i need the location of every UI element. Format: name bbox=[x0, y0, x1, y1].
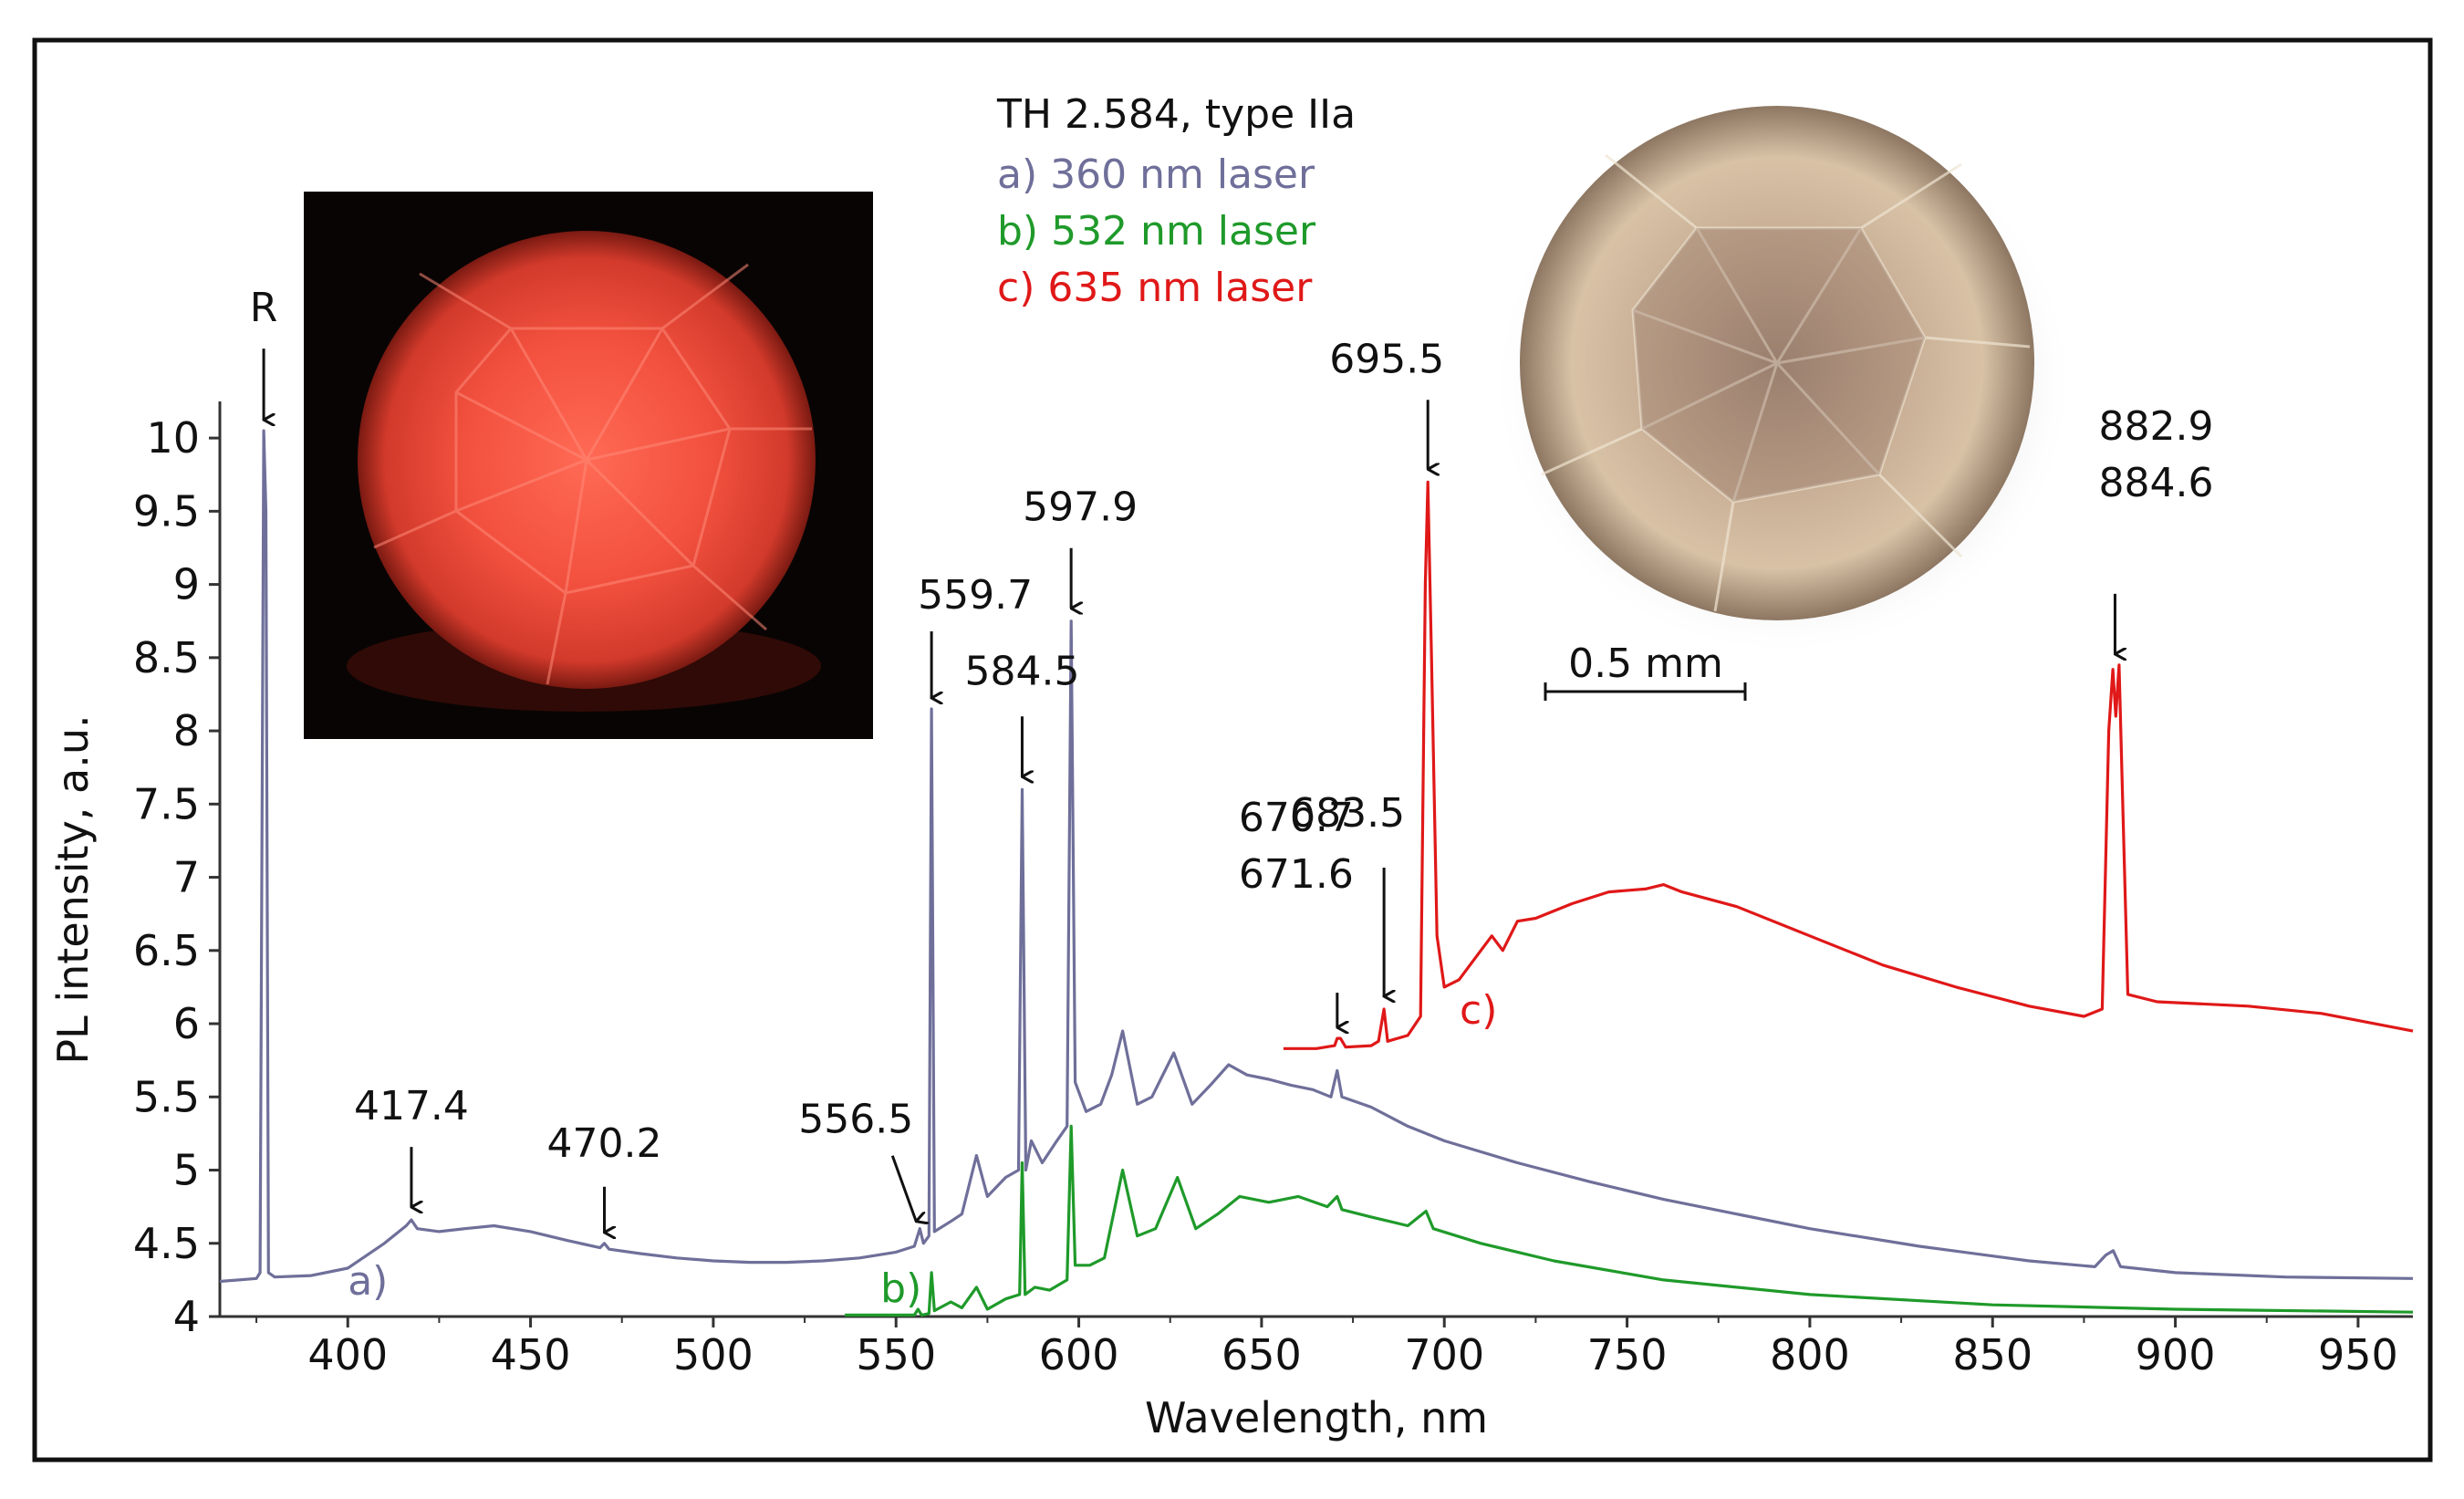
x-axis-label: Wavelength, nm bbox=[1145, 1393, 1488, 1442]
peak-annotation-670-7: 670.7 671.6 bbox=[1239, 795, 1354, 1027]
legend: TH 2.584, type IIa a) 360 nm laser b) 53… bbox=[996, 91, 1356, 311]
series-line-b bbox=[845, 1124, 2414, 1317]
x-tick-label: 500 bbox=[673, 1330, 754, 1379]
chart-title: TH 2.584, type IIa bbox=[996, 91, 1356, 138]
annotation-label: 470.2 bbox=[547, 1120, 662, 1167]
x-ticks: 400 450 500 550 600 650 700 750 800 850 900 950 bbox=[255, 1317, 2398, 1379]
peak-annotation-R: R bbox=[250, 285, 278, 420]
y-tick-label: 4.5 bbox=[133, 1219, 200, 1268]
x-tick-label: 600 bbox=[1039, 1330, 1119, 1379]
y-tick-label: 7.5 bbox=[133, 779, 200, 828]
y-tick-label: 5 bbox=[173, 1146, 200, 1195]
x-tick-label: 950 bbox=[2318, 1330, 2398, 1379]
annotation-label: 882.9 bbox=[2098, 403, 2213, 450]
annotation-label: 683.5 bbox=[1290, 790, 1405, 837]
peak-annotation-683-5: 683.5 bbox=[1290, 790, 1405, 996]
series-label-a: a) bbox=[348, 1258, 388, 1305]
annotation-label: 695.5 bbox=[1329, 336, 1444, 382]
peak-annotation-584-5: 584.5 bbox=[964, 648, 1079, 776]
y-tick-label: 8.5 bbox=[133, 633, 200, 682]
x-tick-label: 550 bbox=[856, 1330, 936, 1379]
series-line-a bbox=[219, 429, 2414, 1284]
y-tick-label: 7 bbox=[173, 853, 200, 902]
peak-annotation-417-4: 417.4 bbox=[354, 1083, 469, 1207]
series-labels: a) b) c) bbox=[348, 987, 1497, 1312]
x-tick-label: 700 bbox=[1404, 1330, 1484, 1379]
peak-annotation-882-9: 882.9 884.6 bbox=[2098, 403, 2213, 654]
x-tick-label: 900 bbox=[2136, 1330, 2216, 1379]
annotation-label: 670.7 bbox=[1239, 795, 1354, 841]
annotation-label: 559.7 bbox=[918, 572, 1033, 619]
annotation-label: R bbox=[250, 285, 278, 331]
annotation-layer: R 417.4 470.2 556.5 559.7 584.5 597.9 670.7 671.… bbox=[250, 285, 2213, 1233]
annotation-label: 584.5 bbox=[964, 648, 1079, 694]
annotation-label: 884.6 bbox=[2098, 460, 2213, 506]
y-tick-label: 8 bbox=[173, 706, 200, 755]
diamond-photo-inset bbox=[1492, 106, 2075, 657]
fluorescence-photo-inset bbox=[304, 192, 873, 739]
y-tick-label: 6.5 bbox=[133, 926, 200, 975]
annotation-arrow bbox=[890, 1155, 916, 1222]
scale-bar: 0.5 mm bbox=[1544, 640, 1747, 701]
y-ticks: 4 4.5 5 5.5 6 6.5 7 7.5 8 8.5 9 9.5 10 bbox=[133, 413, 220, 1341]
series-label-c: c) bbox=[1460, 987, 1497, 1034]
peak-annotation-556-5: 556.5 bbox=[798, 1097, 916, 1222]
legend-entry-c: c) 635 nm laser bbox=[997, 265, 1313, 311]
scale-bar-label: 0.5 mm bbox=[1568, 640, 1723, 687]
series-label-b: b) bbox=[880, 1265, 921, 1312]
axes: 400 450 500 550 600 650 700 750 800 850 900 950 4 4.… bbox=[48, 401, 2413, 1442]
y-tick-label: 10 bbox=[146, 413, 200, 463]
legend-entry-a: a) 360 nm laser bbox=[997, 151, 1315, 198]
y-tick-label: 5.5 bbox=[133, 1072, 200, 1121]
series-line-c bbox=[1283, 480, 2414, 1050]
y-tick-label: 6 bbox=[173, 999, 200, 1048]
y-tick-label: 9.5 bbox=[133, 486, 200, 536]
annotation-label: 671.6 bbox=[1239, 851, 1354, 898]
x-tick-label: 650 bbox=[1222, 1330, 1302, 1379]
x-tick-label: 400 bbox=[307, 1330, 388, 1379]
legend-entry-b: b) 532 nm laser bbox=[997, 208, 1316, 255]
peak-annotation-597-9: 597.9 bbox=[1023, 484, 1138, 609]
x-tick-label: 450 bbox=[491, 1330, 571, 1379]
x-tick-label: 800 bbox=[1770, 1330, 1850, 1379]
annotation-label: 556.5 bbox=[798, 1097, 913, 1143]
annotation-label: 597.9 bbox=[1023, 484, 1138, 531]
series-layer bbox=[219, 429, 2414, 1317]
peak-annotation-559-7: 559.7 bbox=[918, 572, 1033, 698]
peak-annotation-470-2: 470.2 bbox=[547, 1120, 662, 1233]
x-tick-label: 850 bbox=[1952, 1330, 2033, 1379]
y-tick-label: 9 bbox=[173, 560, 200, 609]
peak-annotation-695-5: 695.5 bbox=[1329, 336, 1444, 469]
annotation-label: 417.4 bbox=[354, 1083, 469, 1129]
x-tick-label: 750 bbox=[1587, 1330, 1668, 1379]
y-axis-label: PL intensity, a.u. bbox=[48, 714, 98, 1064]
y-tick-label: 4 bbox=[173, 1292, 200, 1341]
